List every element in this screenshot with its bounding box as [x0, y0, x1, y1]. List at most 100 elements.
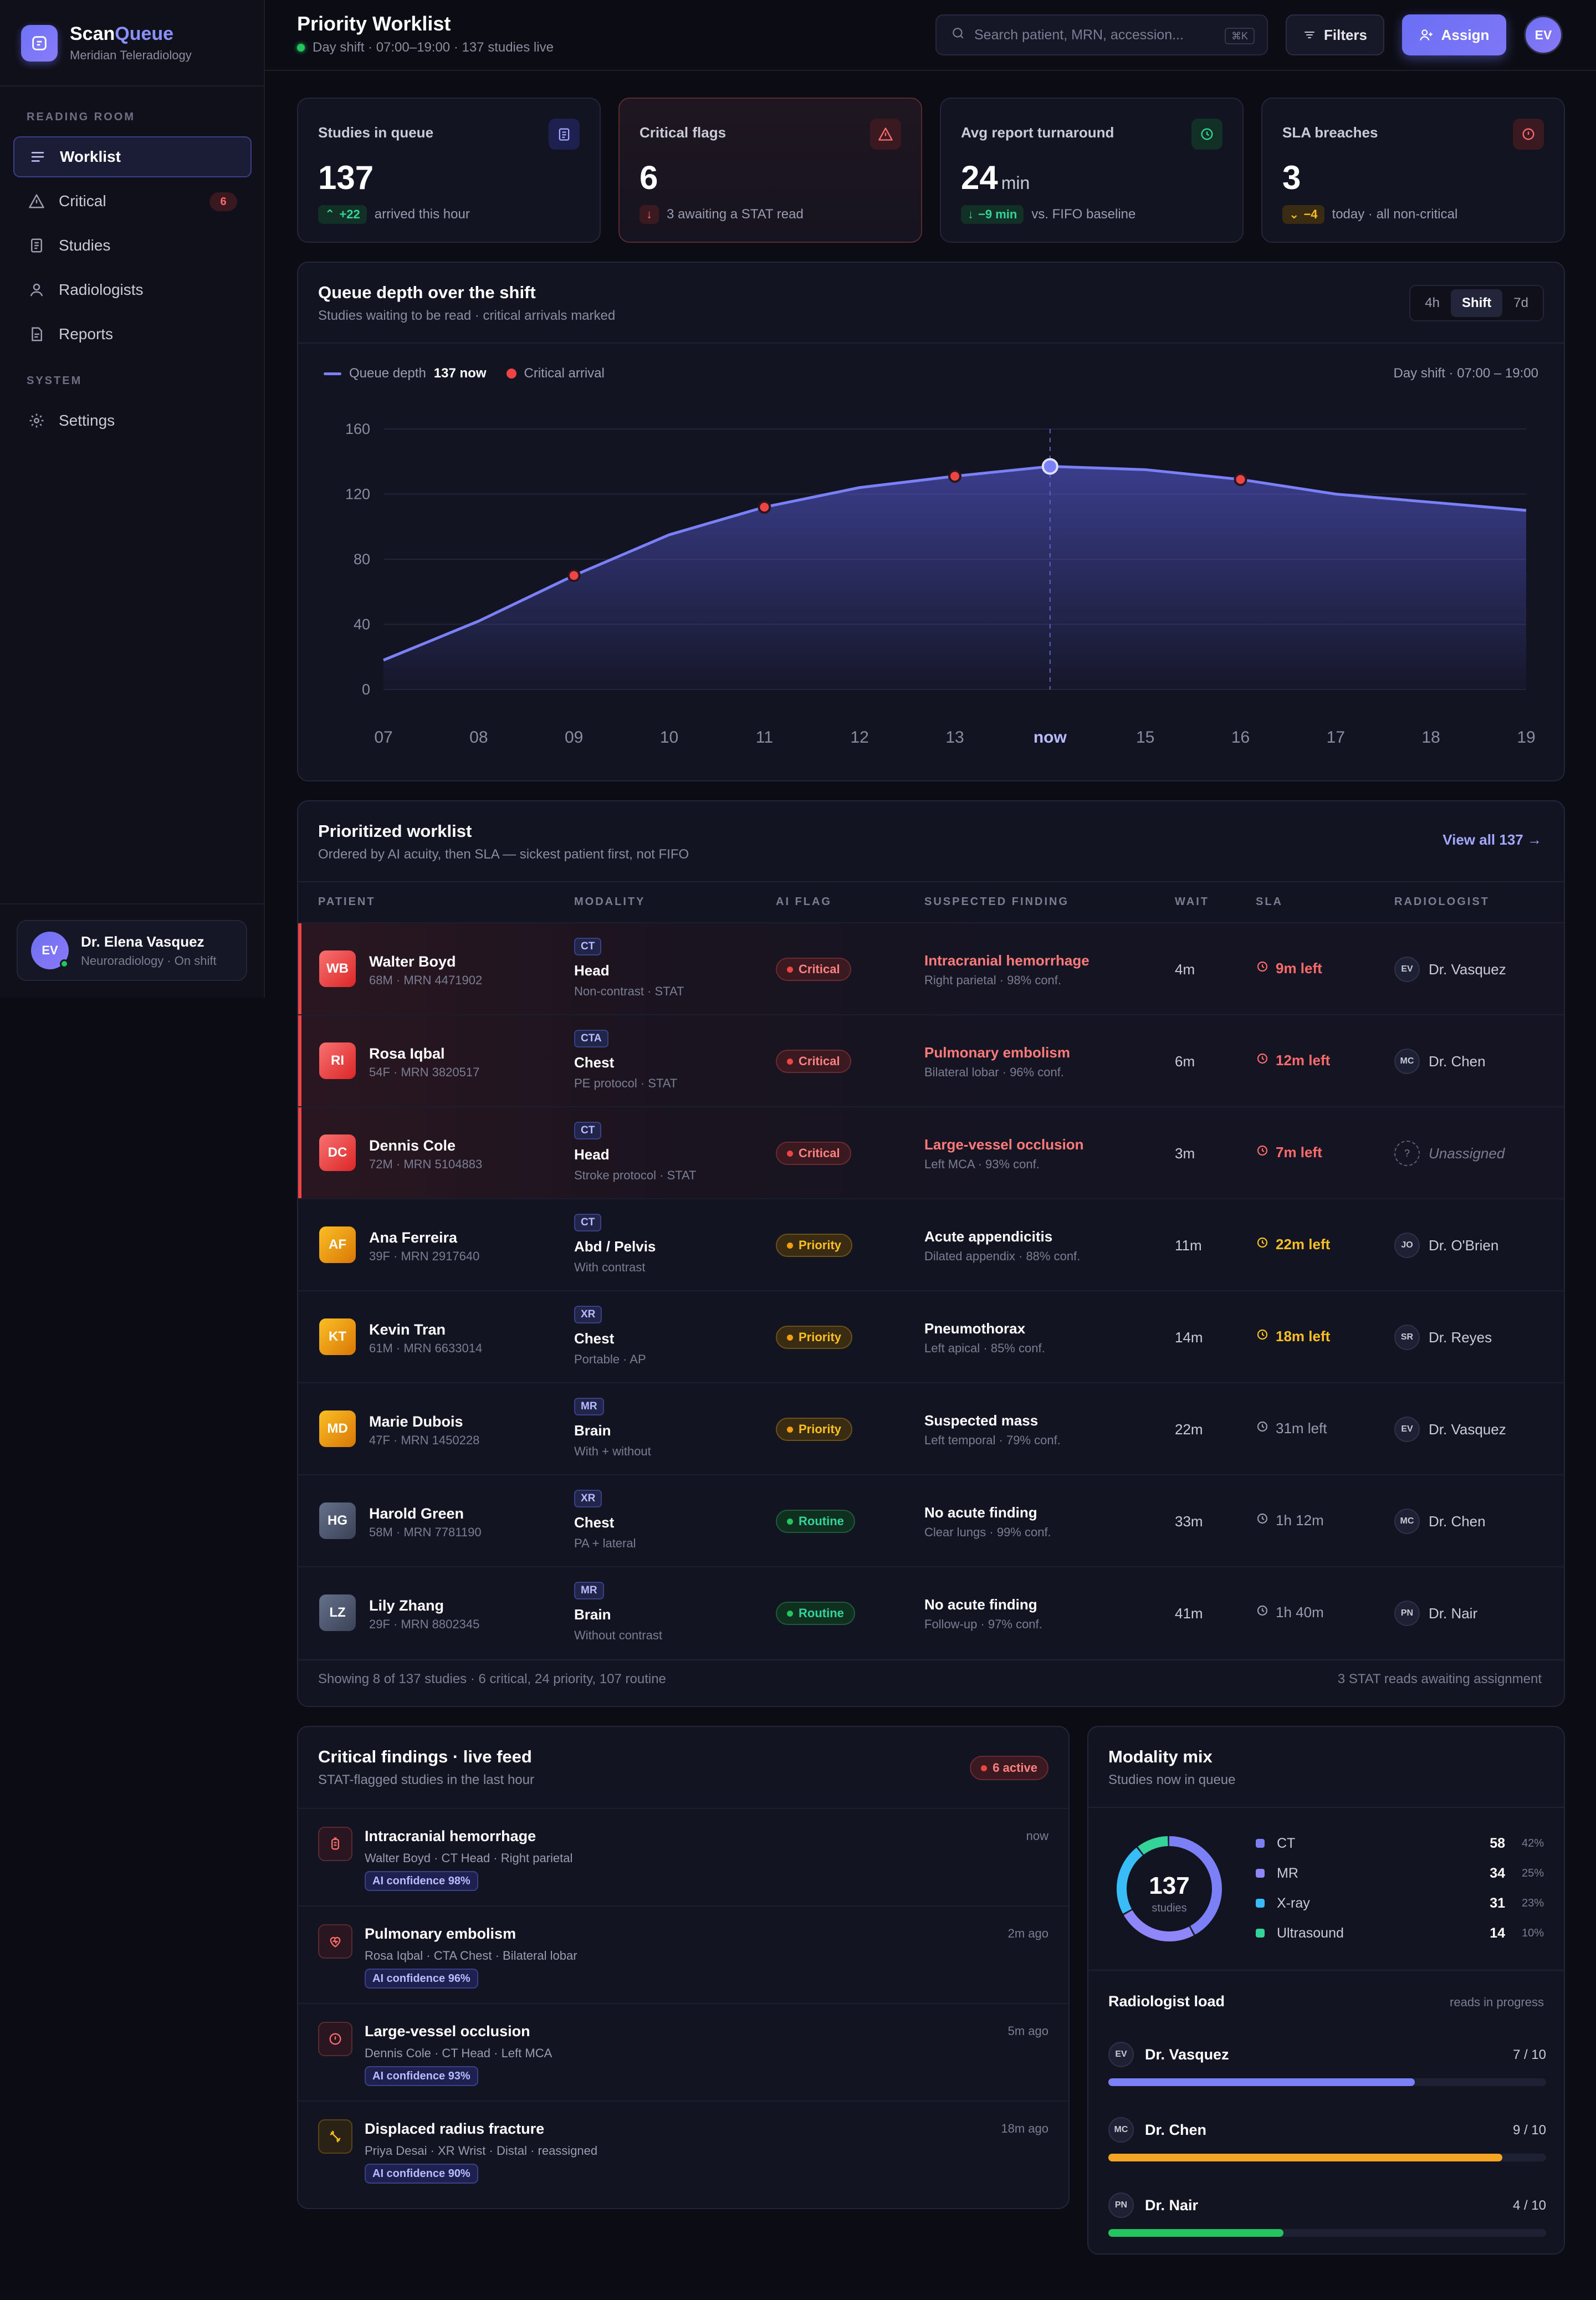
- kpi-card-sla-breaches: SLA breaches 3 ⌄ −4 today · all non-criti…: [1261, 98, 1565, 243]
- load-progress-fill: [1108, 2154, 1502, 2161]
- sidebar-item-settings[interactable]: Settings: [13, 400, 252, 441]
- modality-name: MR: [1277, 1865, 1298, 1881]
- radiologist-cell[interactable]: PN Dr. Nair: [1394, 1601, 1477, 1626]
- sidebar-item-radiologists[interactable]: Radiologists: [13, 269, 252, 310]
- radiologist-load-item[interactable]: EV Dr. Vasquez 7 / 10: [1108, 2042, 1546, 2108]
- sidebar-item-studies[interactable]: Studies: [13, 225, 252, 266]
- radiologist-name: Dr. Reyes: [1429, 1328, 1492, 1346]
- feed-item-detail: Priya Desai · XR Wrist · Distal · reassi…: [365, 2144, 598, 2158]
- clock-icon: [1256, 1604, 1276, 1621]
- assign-label: Assign: [1441, 26, 1490, 43]
- ai-flag-badge: Priority: [776, 1326, 853, 1349]
- kpi-label: Critical flags: [640, 124, 727, 141]
- column-header-sla[interactable]: SLA: [1256, 896, 1283, 908]
- modality-name: CT: [1277, 1835, 1296, 1851]
- y-tick-label: 160: [345, 421, 370, 437]
- critical-arrival-point[interactable]: [567, 569, 581, 582]
- feed-item[interactable]: Intracranial hemorrhage Walter Boyd · CT …: [298, 1808, 1068, 1905]
- top-bar: Priority Worklist Day shift · 07:00–19:0…: [265, 0, 1596, 71]
- current-user-card[interactable]: EV Dr. Elena Vasquez Neuroradiology · On…: [17, 920, 247, 981]
- radiologist-cell[interactable]: MC Dr. Chen: [1394, 1509, 1486, 1534]
- kpi-card-avg-turnaround: Avg report turnaround 24 min ↓ −9 min vs. …: [940, 98, 1244, 243]
- radiologist-cell[interactable]: JO Dr. O'Brien: [1394, 1233, 1498, 1258]
- legend-swatch: [1256, 1929, 1265, 1938]
- legend-swatch: [1256, 1899, 1265, 1908]
- radiologist-cell[interactable]: ? Unassigned: [1394, 1141, 1505, 1166]
- kpi-value: 6: [640, 159, 658, 196]
- x-tick-label: 17: [1327, 728, 1345, 747]
- brand[interactable]: ScanQueue Meridian Teleradiology: [21, 23, 192, 63]
- feed-item[interactable]: Pulmonary embolism Rosa Iqbal · CTA Chest…: [298, 1905, 1068, 2003]
- legend-line-swatch: [324, 372, 341, 375]
- filters-button[interactable]: Filters: [1286, 14, 1384, 55]
- table-row[interactable]: KT Kevin Tran 61M · MRN 6633014 XR Chest Port…: [298, 1290, 1564, 1382]
- radiologist-load-item[interactable]: MC Dr. Chen 9 / 10: [1108, 2117, 1546, 2184]
- clock-icon: [1256, 1144, 1276, 1161]
- sidebar-item-worklist[interactable]: Worklist: [13, 136, 252, 177]
- x-tick-label: 10: [660, 728, 678, 747]
- patient-avatar: WB: [319, 950, 356, 987]
- radiologist-cell[interactable]: EV Dr. Vasquez: [1394, 1417, 1506, 1442]
- column-header-ai-flag[interactable]: AI FLAG: [776, 896, 832, 908]
- ai-flag-badge: Routine: [776, 1510, 855, 1533]
- feed-item-detail: Dennis Cole · CT Head · Left MCA: [365, 2046, 553, 2060]
- critical-arrival-point[interactable]: [948, 469, 961, 483]
- feed-item-title: Displaced radius fracture: [365, 2120, 545, 2137]
- table-row[interactable]: HG Harold Green 58M · MRN 7781190 XR Chest PA…: [298, 1474, 1564, 1566]
- user-avatar-button[interactable]: EV: [1524, 16, 1563, 54]
- search-input[interactable]: [974, 27, 1207, 43]
- radiologist-cell[interactable]: SR Dr. Reyes: [1394, 1325, 1492, 1350]
- wait-time: 14m: [1175, 1329, 1203, 1346]
- sidebar-item-reports[interactable]: Reports: [13, 314, 252, 355]
- patient-meta: 47F · MRN 1450228: [369, 1433, 480, 1447]
- feed-item-title: Large-vessel occlusion: [365, 2023, 530, 2040]
- range-4h-button[interactable]: 4h: [1425, 295, 1440, 310]
- study-protocol: Non-contrast · STAT: [574, 984, 684, 998]
- suspected-finding: Pulmonary embolism: [924, 1044, 1070, 1061]
- donut-total-label: studies: [1152, 1902, 1187, 1914]
- table-row[interactable]: LZ Lily Zhang 29F · MRN 8802345 MR Brain With…: [298, 1566, 1564, 1658]
- table-row[interactable]: WB Walter Boyd 68M · MRN 4471902 CT Head Non-…: [298, 922, 1564, 1014]
- radiologist-load-item[interactable]: PN Dr. Nair 4 / 10: [1108, 2192, 1546, 2259]
- patient-avatar: MD: [319, 1410, 356, 1447]
- critical-arrival-point[interactable]: [758, 500, 771, 514]
- body-part: Chest: [574, 1054, 615, 1071]
- radiologist-name: Dr. Nair: [1145, 2197, 1199, 2214]
- modality-percent: 10%: [1521, 1926, 1544, 1939]
- suspected-finding: No acute finding: [924, 1596, 1037, 1613]
- search-box[interactable]: ⌘K: [935, 14, 1268, 55]
- current-value-point[interactable]: [1041, 458, 1058, 475]
- range-shift-button[interactable]: Shift: [1450, 289, 1503, 317]
- radiologist-cell[interactable]: EV Dr. Vasquez: [1394, 957, 1506, 982]
- assign-button[interactable]: Assign: [1402, 14, 1506, 55]
- table-row[interactable]: RI Rosa Iqbal 54F · MRN 3820517 CTA Chest PE …: [298, 1014, 1564, 1106]
- sidebar-item-critical[interactable]: Critical 6: [13, 181, 252, 222]
- column-header-radiologist[interactable]: RADIOLOGIST: [1394, 896, 1490, 908]
- radiologist-name: Dr. Vasquez: [1145, 2046, 1229, 2063]
- column-header-finding[interactable]: SUSPECTED FINDING: [924, 896, 1070, 908]
- patient-meta: 39F · MRN 2917640: [369, 1249, 480, 1263]
- kpi-footnote: ⌃ +22 arrived this hour: [318, 205, 470, 224]
- modality-tag: MR: [574, 1582, 604, 1599]
- view-all-link[interactable]: View all 137 →: [1442, 831, 1542, 848]
- feed-item[interactable]: Large-vessel occlusion Dennis Cole · CT H…: [298, 2003, 1068, 2100]
- sla-timer: 1h 40m: [1256, 1604, 1324, 1621]
- table-row[interactable]: MD Marie Dubois 47F · MRN 1450228 MR Brain Wi…: [298, 1382, 1564, 1474]
- user-role: Neuroradiology · On shift: [81, 953, 217, 968]
- radiologist-cell[interactable]: MC Dr. Chen: [1394, 1049, 1486, 1074]
- online-status-dot: [60, 959, 69, 968]
- patient-avatar: RI: [319, 1042, 356, 1079]
- range-7d-button[interactable]: 7d: [1513, 295, 1528, 310]
- table-row[interactable]: DC Dennis Cole 72M · MRN 5104883 CT Head Stro…: [298, 1106, 1564, 1198]
- worklist-subtitle: Ordered by AI acuity, then SLA — sickest…: [318, 847, 689, 862]
- column-header-modality[interactable]: MODALITY: [574, 896, 646, 908]
- column-header-wait[interactable]: WAIT: [1175, 896, 1209, 908]
- critical-arrival-point[interactable]: [1234, 473, 1247, 487]
- feed-item[interactable]: Displaced radius fracture Priya Desai · X…: [298, 2100, 1068, 2198]
- ai-flag-badge: Critical: [776, 1050, 851, 1073]
- table-row[interactable]: AF Ana Ferreira 39F · MRN 2917640 CT Abd / P…: [298, 1198, 1564, 1290]
- wait-time: 41m: [1175, 1605, 1203, 1622]
- kpi-label: Studies in queue: [318, 124, 434, 141]
- patient-name: Ana Ferreira: [369, 1229, 458, 1246]
- column-header-patient[interactable]: PATIENT: [318, 896, 376, 908]
